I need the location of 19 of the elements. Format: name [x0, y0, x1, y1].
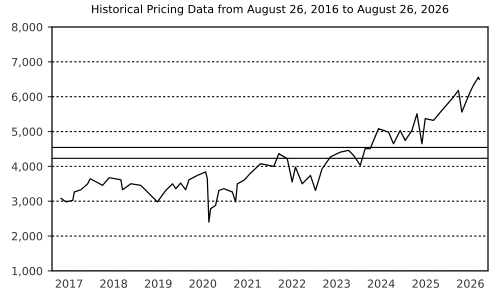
y-tick-label: 2,000	[12, 232, 42, 242]
x-tick-label: 2024	[368, 279, 395, 288]
x-tick-label: 2020	[189, 279, 216, 288]
y-tick-label: 4,000	[12, 162, 42, 172]
x-tick-label: 2021	[234, 279, 261, 288]
y-tick-label: 3,000	[12, 197, 42, 207]
x-tick-label: 2019	[144, 279, 172, 288]
y-tick-label: 8,000	[12, 22, 42, 33]
x-tick-label: 2022	[278, 279, 306, 288]
y-tick-label: 6,000	[12, 92, 42, 102]
x-tick-label: 2025	[412, 279, 440, 288]
x-tick-label: 2023	[323, 279, 350, 288]
x-tick-label: 2017	[56, 279, 82, 288]
y-tick-label: 1,000	[12, 266, 42, 276]
y-tick-label: 5,000	[12, 128, 42, 138]
x-tick-label: 2018	[100, 279, 128, 288]
x-tick-label: 2026	[457, 279, 484, 288]
chart-title: Historical Pricing Data from August 26, 2016 to August 26, 2026	[92, 4, 448, 16]
y-tick-label: 7,000	[12, 58, 42, 68]
